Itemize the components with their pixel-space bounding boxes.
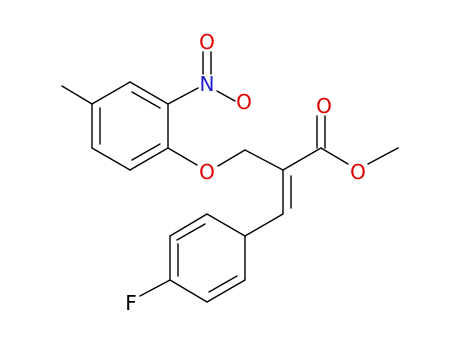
atom-label: N xyxy=(200,72,215,96)
atom-label: F xyxy=(125,291,137,315)
bonds xyxy=(61,51,399,303)
atom-label: O xyxy=(350,160,366,184)
atom-label: O xyxy=(236,90,252,114)
atom-label: O xyxy=(316,94,332,118)
atom-label: O xyxy=(199,30,215,54)
atom-label: O xyxy=(199,160,215,184)
